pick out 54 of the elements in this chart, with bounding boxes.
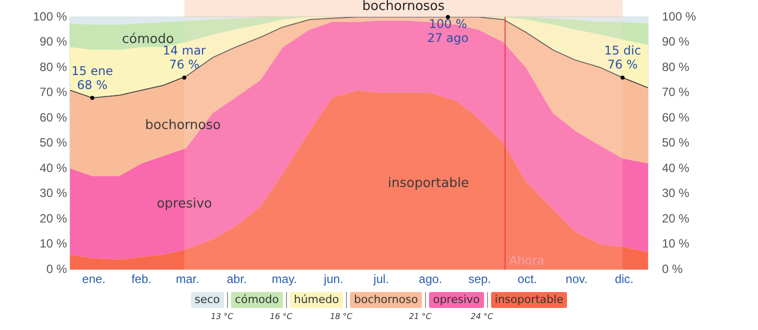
series-label: bochornoso xyxy=(145,118,221,133)
y2-tick-label: 90 % xyxy=(662,34,690,49)
band-label: bochornosos xyxy=(362,0,445,14)
annotation: insoportable xyxy=(388,176,469,192)
x-tick-label: sep. xyxy=(468,272,492,286)
y-tick-label: 30 % xyxy=(40,186,68,200)
text: cómodo xyxy=(230,292,283,308)
text: insoportable xyxy=(490,292,568,308)
x-tick-label: jun. xyxy=(322,272,344,286)
annotation: 15 dic 76 % xyxy=(604,44,641,72)
y2-tick-label: 0 % xyxy=(662,262,684,276)
y2-tick-label: 50 % xyxy=(662,136,690,150)
text: seco xyxy=(190,292,224,308)
x-tick-label: dic. xyxy=(614,272,634,286)
series-label: opresivo xyxy=(156,196,212,212)
x-tick-label: abr. xyxy=(226,272,247,286)
y-tick-label: 20 % xyxy=(40,211,68,226)
y2-tick-label: 40 % xyxy=(662,160,690,175)
y2-tick-label: 100 % xyxy=(662,9,696,24)
y-tick-label: 80 % xyxy=(40,60,68,74)
y2-tick-label: 60 % xyxy=(662,110,690,124)
text: opresivo xyxy=(428,292,484,308)
y-tick-label: 10 % xyxy=(40,236,68,251)
y-tick-label: 100 % xyxy=(32,9,68,24)
annotation: 100 % 27 ago xyxy=(427,17,469,46)
y2-tick-label: 10 % xyxy=(662,236,690,251)
ref-line-label: Ahora xyxy=(509,254,545,268)
x-tick-label: oct. xyxy=(518,272,537,286)
y-tick-label: 60 % xyxy=(40,110,68,124)
y-tick-label: 50 % xyxy=(40,136,68,150)
x-tick-label: ene. xyxy=(82,272,106,286)
y-tick-label: 40 % xyxy=(40,160,68,175)
text: bochornoso xyxy=(350,292,422,308)
text: 24 °C xyxy=(470,312,494,321)
y2-tick-label: 80 % xyxy=(662,60,690,74)
text: 16 °C xyxy=(270,312,292,321)
y-tick-label: 0 % xyxy=(46,262,68,276)
x-tick-label: ago. xyxy=(418,272,442,286)
text: 18 °C xyxy=(330,312,352,321)
annotation: 14 mar 76 % xyxy=(162,44,206,72)
text: 13 °C xyxy=(210,312,234,321)
y2-tick-label: 20 % xyxy=(662,211,690,226)
y-tick-label: 70 % xyxy=(40,85,68,100)
y2-tick-label: 70 % xyxy=(662,85,690,100)
x-tick-label: nov. xyxy=(566,272,588,286)
y2-tick-label: 30 % xyxy=(662,186,690,200)
x-tick-label: mar. xyxy=(176,272,200,286)
x-tick-label: may. xyxy=(272,272,297,286)
y-tick-label: 90 % xyxy=(40,34,68,49)
text: 21 °C xyxy=(408,312,432,321)
text: húmedo xyxy=(290,292,343,308)
x-tick-label: jul. xyxy=(372,272,389,286)
x-tick-label: feb. xyxy=(131,272,152,286)
annotation: 15 ene 68 % xyxy=(71,64,113,92)
